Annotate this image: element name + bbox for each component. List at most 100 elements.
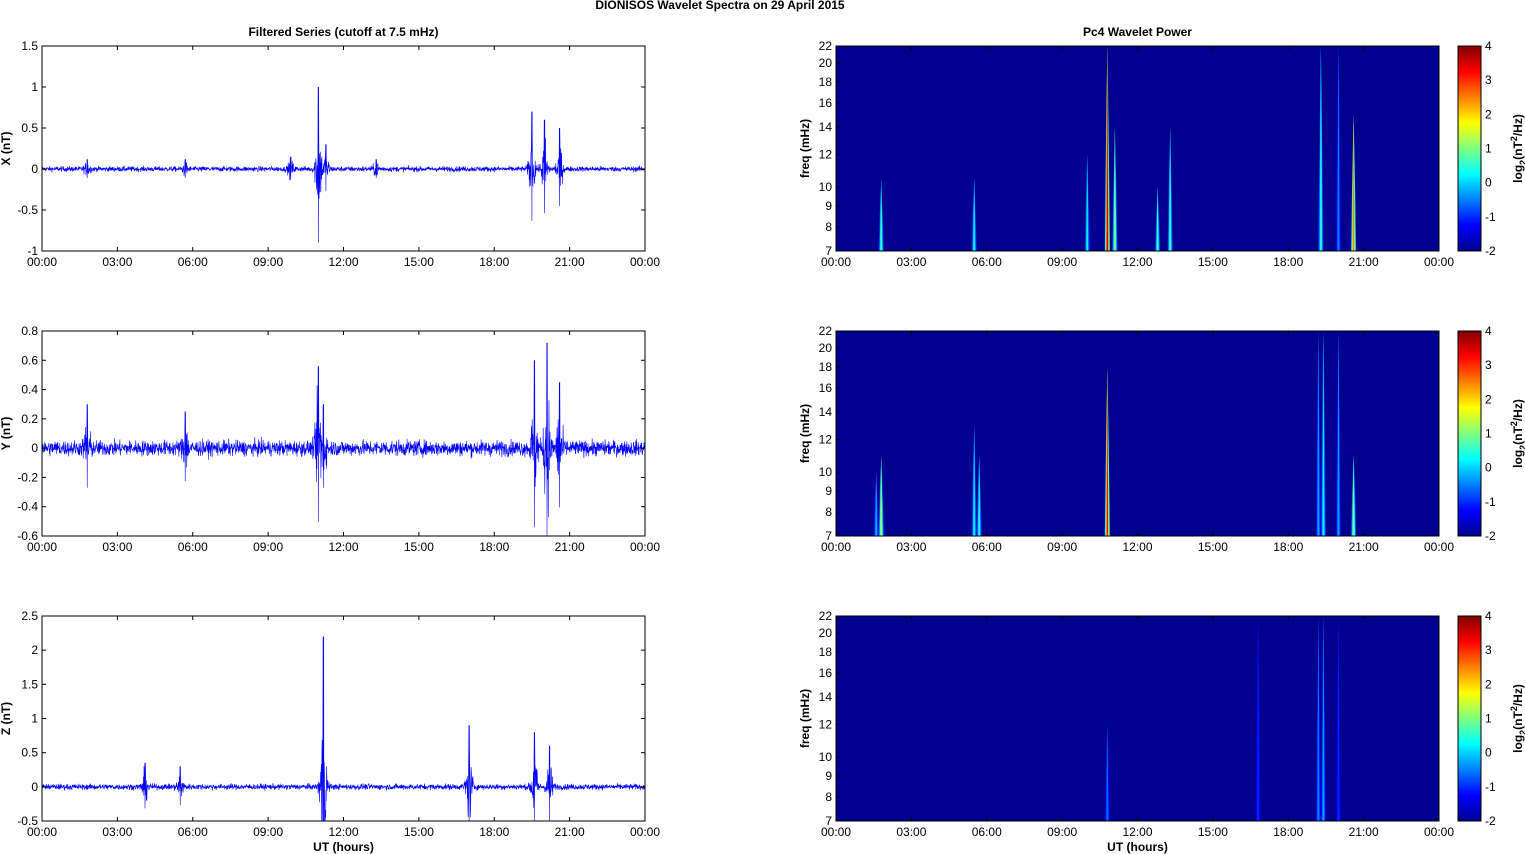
wavelet-y-ytick-label: 10 <box>819 465 833 479</box>
wavelet-x-ytick-label: 20 <box>819 56 833 70</box>
series-x-ytick-label: -1 <box>27 244 38 258</box>
series-y-plot-area <box>42 331 645 536</box>
wavelet-z-event-layer <box>1337 616 1340 821</box>
series-x-ylabel: X (nT) <box>0 132 13 166</box>
wavelet-x-ylabel: freq (mHz) <box>798 119 812 178</box>
wavelet-y-colorbar-label-part: 2 <box>1509 421 1519 426</box>
wavelet-x-colorbar: -2-101234log2(nT2/Hz) <box>1457 39 1525 258</box>
wavelet-z-event <box>1315 616 1321 821</box>
wavelet-z-xtick-label: 21:00 <box>1349 825 1379 839</box>
wavelet-x-event <box>1167 126 1173 251</box>
wavelet-x-event-layer <box>1106 46 1109 251</box>
wavelet-z-event-layer <box>1322 616 1325 821</box>
wavelet-y-ytick-label: 8 <box>825 505 832 519</box>
series-x-panel: -1 -0.5 0 0.5 1 1.5 X (nT) 00:00 03:00 06:00 09:00… <box>0 25 660 269</box>
wavelet-y-event-layer <box>880 455 883 536</box>
wavelet-z-colorbar-label-part: /Hz) <box>1511 684 1525 706</box>
wavelet-y-event <box>873 472 879 536</box>
wavelet-z-colorbar-label-part: 2 <box>1509 706 1519 711</box>
series-x-xtick-label: 18:00 <box>479 255 509 269</box>
wavelet-x-event <box>1351 114 1357 251</box>
wavelet-y-event-layer <box>1352 455 1355 536</box>
wavelet-z-event-layer <box>1257 616 1259 821</box>
series-y-ytick-label: -0.4 <box>17 500 38 514</box>
wavelet-x-ytick-label: 18 <box>819 75 833 89</box>
wavelet-x-ytick-label: 9 <box>825 199 832 213</box>
wavelet-y-ytick-label: 12 <box>819 433 833 447</box>
wavelet-x-colorbar-tick-label: -1 <box>1485 210 1496 224</box>
series-y-ytick-label: 0.4 <box>21 383 38 397</box>
wavelet-z-ytick-label: 18 <box>819 645 833 659</box>
series-z-xtick-label: 18:00 <box>479 825 509 839</box>
wavelet-y-colorbar-tick-label: 4 <box>1485 324 1492 338</box>
series-z-ytick-label: 0 <box>31 780 38 794</box>
wavelet-y-colorbar-gradient <box>1457 330 1482 537</box>
wavelet-z-colorbar-tick-label: 3 <box>1485 643 1492 657</box>
wavelet-x-event <box>1112 126 1118 251</box>
wavelet-x-colorbar-label-part: 2 <box>1509 136 1519 141</box>
wavelet-x-colorbar-gradient <box>1457 45 1482 252</box>
wavelet-x-event <box>1318 46 1324 251</box>
wavelet-z-colorbar-tick-label: 2 <box>1485 677 1492 691</box>
wavelet-z-xtick-label: 03:00 <box>896 825 926 839</box>
series-z-line <box>41 636 646 822</box>
wavelet-x-colorbar-label-part: (nT <box>1511 141 1525 160</box>
wavelet-z-colorbar-tick-label: -2 <box>1485 814 1496 828</box>
series-y-xtick-label: 03:00 <box>102 540 132 554</box>
wavelet-x-event-layer <box>1156 187 1159 251</box>
series-z-xtick-label: 21:00 <box>555 825 585 839</box>
series-z-xtick-label: 06:00 <box>178 825 208 839</box>
wavelet-z-ytick-label: 14 <box>819 690 833 704</box>
wavelet-z-ylabel: freq (mHz) <box>798 689 812 748</box>
series-z-panel: -0.5 0 0.5 1 1.5 2 2.5 Z (nT) 00:00 03:00 06:00 09:… <box>0 609 660 854</box>
wavelet-x-ytick-label: 14 <box>819 120 833 134</box>
series-z-plot-area <box>42 616 645 821</box>
wavelet-z-colorbar-label-part: 2 <box>1518 730 1525 735</box>
wavelet-z-xtick-label: 15:00 <box>1198 825 1228 839</box>
wavelet-y-xtick-label: 15:00 <box>1198 540 1228 554</box>
wavelet-y-colorbar-label-part: 2 <box>1518 445 1525 450</box>
wavelet-y-xtick-label: 18:00 <box>1273 540 1303 554</box>
wavelet-y-xtick-label: 03:00 <box>896 540 926 554</box>
wavelet-z-plot-area <box>836 616 1439 821</box>
series-x-xtick-label: 15:00 <box>404 255 434 269</box>
series-x-ytick-label: 0 <box>31 162 38 176</box>
wavelet-z-event-layer <box>1106 724 1109 821</box>
wavelet-z-xtick-label: 09:00 <box>1047 825 1077 839</box>
wavelet-z-colorbar-tick-label: -1 <box>1485 780 1496 794</box>
series-z-ytick-label: 2.5 <box>21 609 38 623</box>
wavelet-y-event-layer <box>1322 331 1325 536</box>
wavelet-y-colorbar-tick-label: 2 <box>1485 392 1492 406</box>
wavelet-x-colorbar-label-part: 2 <box>1518 160 1525 165</box>
series-x-plot-area <box>42 46 645 251</box>
wavelet-z-colorbar-tick-label: 1 <box>1485 712 1492 726</box>
wavelet-x-ytick-label: 7 <box>825 244 832 258</box>
wavelet-z-xtick-label: 00:00 <box>1424 825 1454 839</box>
wavelet-x-event <box>971 178 977 251</box>
wavelet-y-colorbar-tick-label: 0 <box>1485 461 1492 475</box>
wavelet-x-xtick-label: 15:00 <box>1198 255 1228 269</box>
wavelet-x-xtick-label: 03:00 <box>896 255 926 269</box>
wavelet-x-xtick-label: 12:00 <box>1122 255 1152 269</box>
wavelet-z-event <box>1320 616 1326 821</box>
series-y-xtick-label: 00:00 <box>27 540 57 554</box>
wavelet-x-ytick-label: 10 <box>819 180 833 194</box>
series-y-ytick-label: 0 <box>31 441 38 455</box>
series-x-xtick-label: 12:00 <box>328 255 358 269</box>
wavelet-x-colorbar-tick-label: 4 <box>1485 39 1492 53</box>
wavelet-y-event-layer <box>1337 331 1340 536</box>
wavelet-y-xtick-label: 06:00 <box>972 540 1002 554</box>
series-x-title: Filtered Series (cutoff at 7.5 mHz) <box>248 25 438 39</box>
series-y-line <box>41 342 646 537</box>
wavelet-y-event <box>1315 331 1321 536</box>
series-z-ytick-label: -0.5 <box>17 814 38 828</box>
series-y-xtick-label: 06:00 <box>178 540 208 554</box>
wavelet-y-colorbar-label: log2(nT2/Hz) <box>1509 399 1525 468</box>
figure-title: DIONISOS Wavelet Spectra on 29 April 201… <box>595 0 845 12</box>
wavelet-x-event-layer <box>1114 126 1116 251</box>
series-z-ylabel: Z (nT) <box>0 702 13 735</box>
wavelet-x-event-layer <box>973 178 975 251</box>
wavelet-x-xtick-label: 09:00 <box>1047 255 1077 269</box>
series-x-xtick-label: 03:00 <box>102 255 132 269</box>
